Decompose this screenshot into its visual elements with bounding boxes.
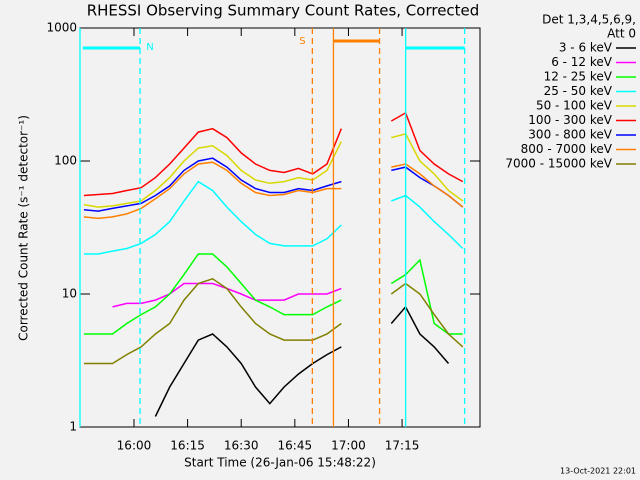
x-tick-label: 16:30: [224, 439, 259, 453]
legend-label: 7000 - 15000 keV: [505, 157, 612, 171]
y-tick-label: 1: [69, 420, 77, 434]
legend-label: 50 - 100 keV: [536, 99, 613, 113]
series-line: [154, 305, 450, 417]
legend-label: 3 - 6 keV: [559, 41, 613, 55]
x-tick-label: 16:45: [278, 439, 313, 453]
legend-label: 100 - 300 keV: [528, 113, 612, 127]
legend-label: 800 - 7000 keV: [521, 142, 613, 156]
legend-label: 12 - 25 keV: [544, 70, 613, 84]
flag-label: S: [299, 36, 305, 47]
chart-title: RHESSI Observing Summary Count Rates, Co…: [87, 2, 480, 20]
x-tick-label: 17:15: [385, 439, 420, 453]
y-tick-label: 1000: [46, 21, 77, 35]
series-line: [83, 161, 464, 220]
series-line: [83, 277, 464, 365]
x-tick-label: 17:00: [331, 439, 366, 453]
x-tick-label: 16:15: [170, 439, 205, 453]
flag-label: N: [146, 42, 153, 53]
legend-header: Att 0: [607, 27, 636, 41]
footer: 13-Oct-2021 22:01: [560, 467, 636, 476]
series-line: [83, 253, 463, 335]
x-axis-label: Start Time (26-Jan-06 15:48:22): [184, 456, 376, 470]
y-tick-label: 10: [62, 287, 77, 301]
legend-label: 300 - 800 keV: [528, 128, 612, 142]
x-tick-label: 16:00: [117, 439, 152, 453]
y-tick-label: 100: [54, 154, 77, 168]
y-axis-label: Corrected Count Rate (s⁻¹ detector⁻¹): [17, 115, 31, 341]
series-line: [83, 111, 464, 197]
series-line: [83, 180, 464, 255]
series-line: [83, 133, 464, 208]
legend-header: Det 1,3,4,5,6,9,: [542, 13, 636, 27]
legend-label: 25 - 50 keV: [544, 84, 613, 98]
legend-label: 6 - 12 keV: [551, 55, 613, 69]
